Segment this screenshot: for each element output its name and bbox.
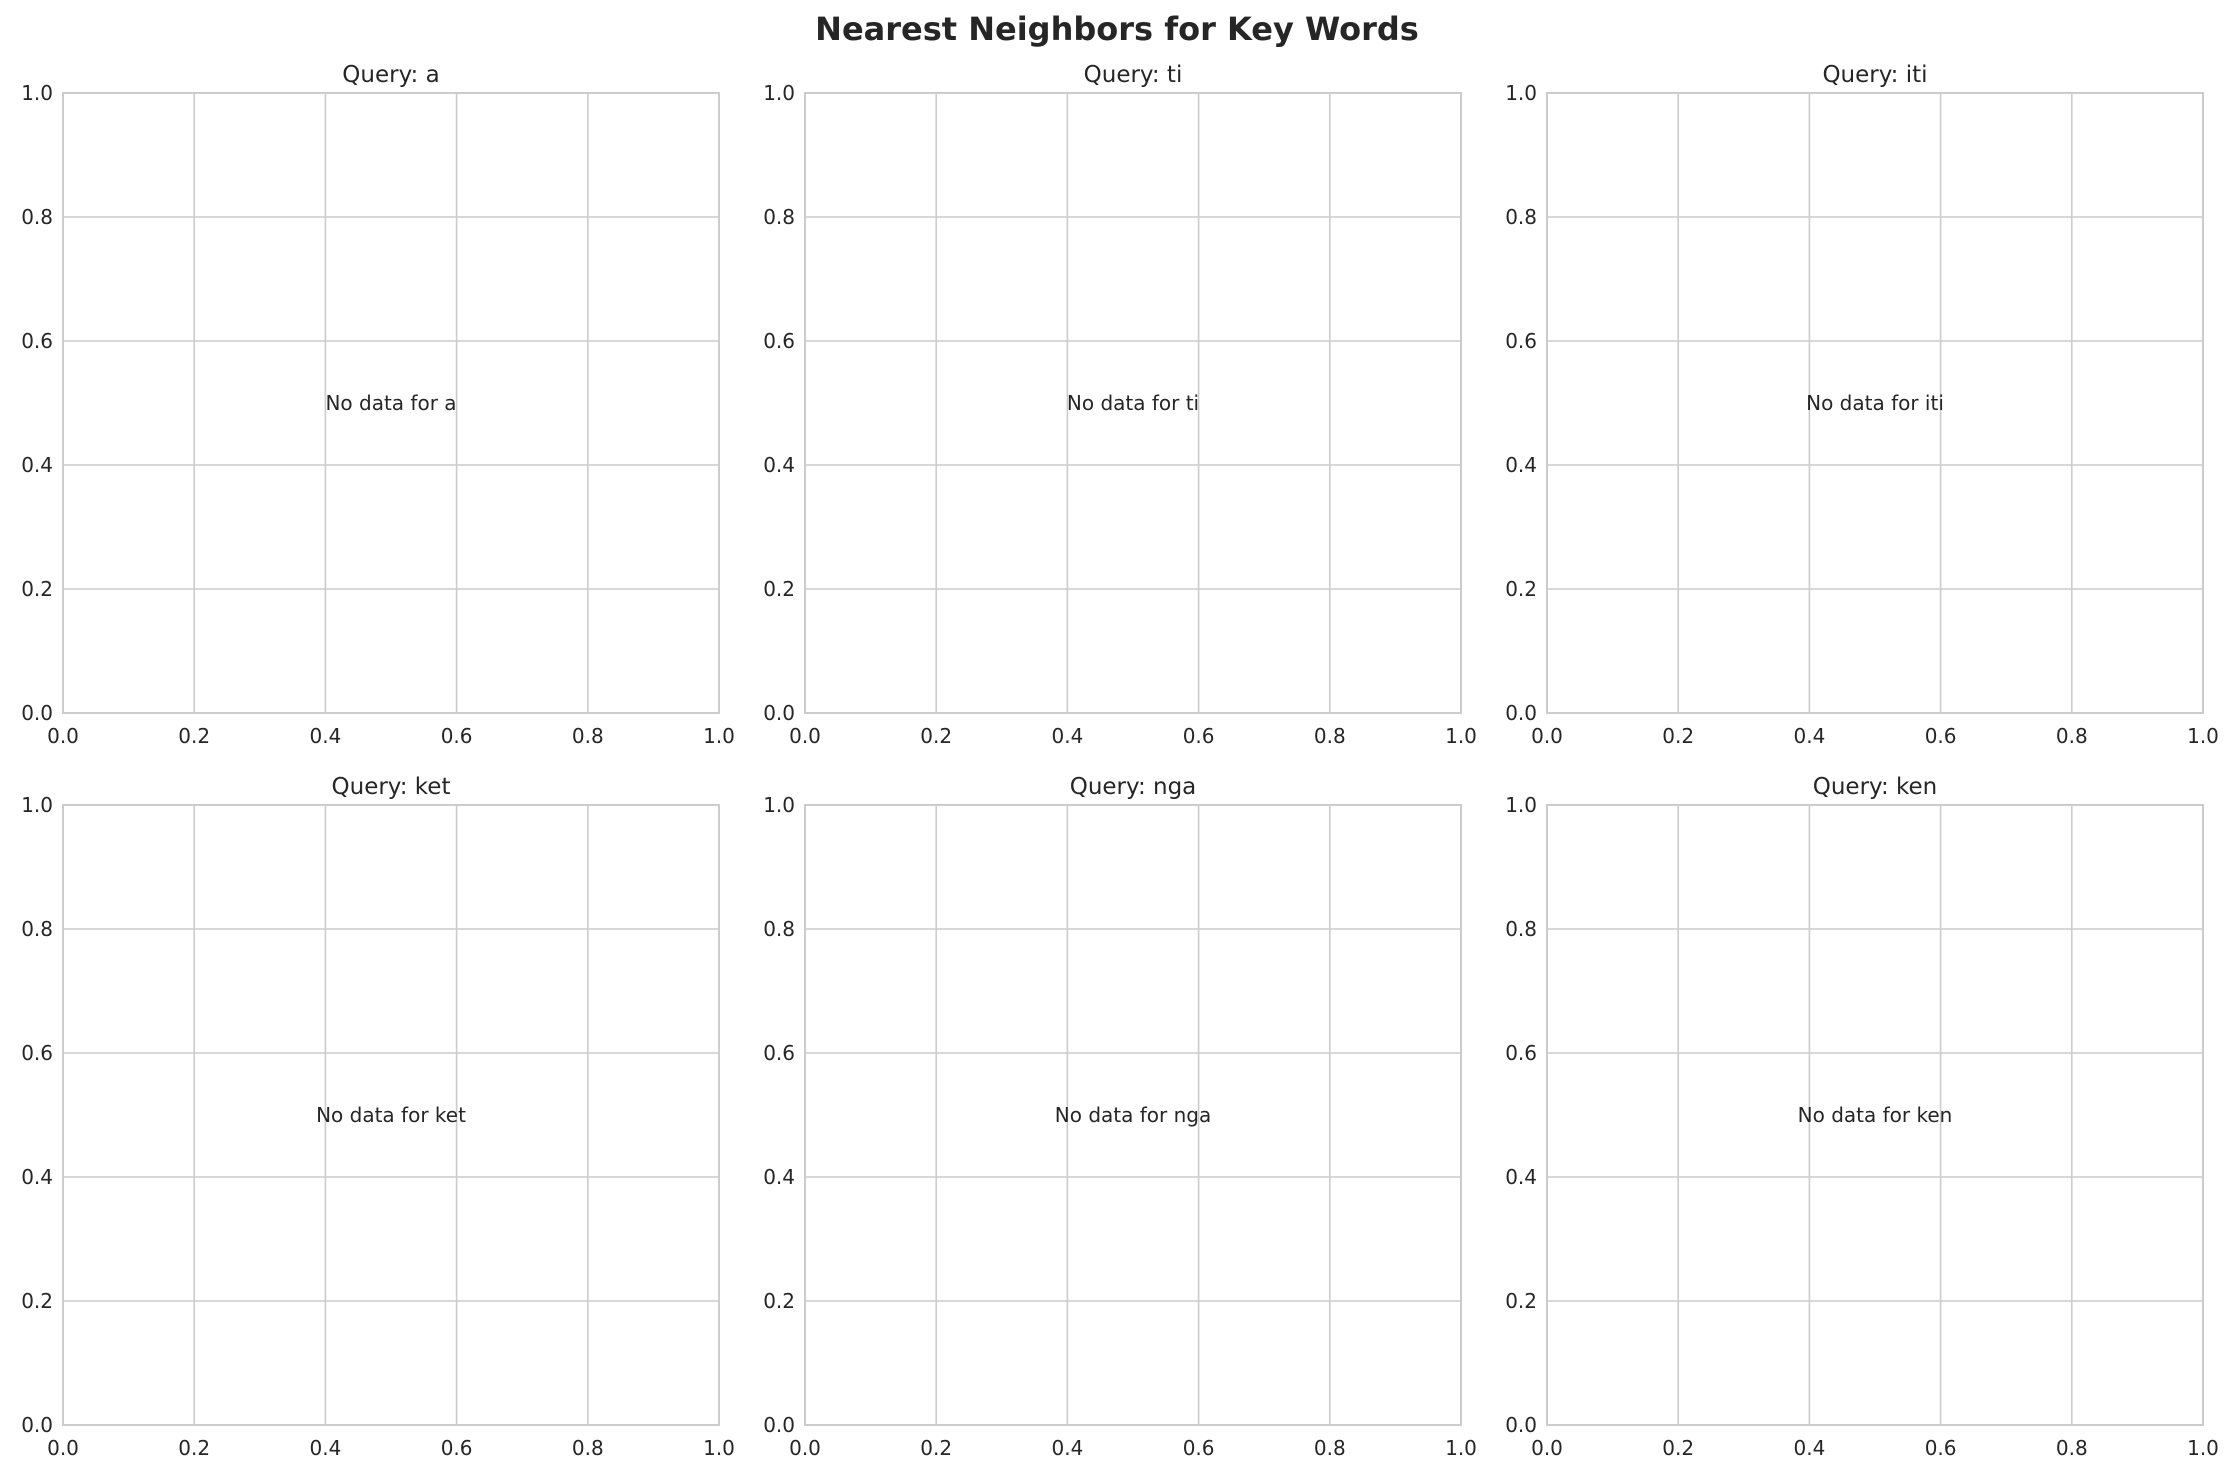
x-tick-label: 0.8 <box>572 724 604 748</box>
y-tick-label: 0.2 <box>763 1289 795 1313</box>
x-tick-label: 0.4 <box>309 1436 341 1460</box>
x-tick-label: 0.0 <box>789 724 821 748</box>
x-tick-label: 0.0 <box>1531 1436 1563 1460</box>
axes-frame <box>62 92 720 714</box>
y-tick-label: 0.8 <box>1505 917 1537 941</box>
x-tick-label: 0.2 <box>178 1436 210 1460</box>
y-tick-label: 0.0 <box>21 701 53 725</box>
y-tick-label: 1.0 <box>763 793 795 817</box>
y-tick-label: 0.2 <box>21 577 53 601</box>
x-tick-label: 0.0 <box>47 1436 79 1460</box>
x-tick-label: 0.8 <box>572 1436 604 1460</box>
no-data-message: No data for iti <box>1806 391 1944 415</box>
x-tick-label: 0.6 <box>1925 724 1957 748</box>
axes-frame <box>804 92 1462 714</box>
subplot-3: 0.0 0.2 0.4 0.6 0.8 1.0 0.0 0.2 0.4 0.6 0.8 1.0 Quer… <box>21 774 735 1460</box>
x-tick-label: 0.6 <box>1183 724 1215 748</box>
axes-frame <box>62 804 720 1426</box>
x-tick-label: 0.8 <box>2056 1436 2088 1460</box>
y-tick-label: 0.0 <box>21 1413 53 1437</box>
y-tick-label: 1.0 <box>21 793 53 817</box>
axes-frame <box>1546 804 2204 1426</box>
subplot-title: Query: nga <box>1070 774 1197 800</box>
x-tick-label: 1.0 <box>703 724 735 748</box>
y-tick-label: 1.0 <box>1505 793 1537 817</box>
subplot-title: Query: ti <box>1084 62 1183 88</box>
x-tick-label: 0.8 <box>1314 724 1346 748</box>
y-tick-label: 0.8 <box>21 917 53 941</box>
y-tick-label: 0.8 <box>1505 205 1537 229</box>
no-data-message: No data for ket <box>316 1103 466 1127</box>
y-tick-label: 1.0 <box>763 81 795 105</box>
x-tick-label: 0.0 <box>789 1436 821 1460</box>
y-tick-label: 0.4 <box>1505 453 1537 477</box>
no-data-message: No data for ken <box>1798 1103 1953 1127</box>
x-tick-label: 0.4 <box>1793 724 1825 748</box>
y-tick-label: 0.8 <box>763 917 795 941</box>
axes-frame <box>804 804 1462 1426</box>
x-tick-label: 0.4 <box>1051 1436 1083 1460</box>
subplot-4: 0.0 0.2 0.4 0.6 0.8 1.0 0.0 0.2 0.4 0.6 0.8 1.0 Quer… <box>763 774 1477 1460</box>
x-tick-label: 1.0 <box>1445 1436 1477 1460</box>
x-tick-label: 0.4 <box>1793 1436 1825 1460</box>
y-tick-label: 0.2 <box>1505 577 1537 601</box>
no-data-message: No data for a <box>325 391 456 415</box>
x-tick-label: 0.0 <box>1531 724 1563 748</box>
x-tick-label: 0.6 <box>441 724 473 748</box>
y-tick-label: 0.6 <box>1505 1041 1537 1065</box>
subplot-title: Query: iti <box>1822 62 1927 88</box>
x-tick-label: 1.0 <box>2187 724 2219 748</box>
y-tick-label: 0.4 <box>21 453 53 477</box>
y-tick-label: 0.2 <box>763 577 795 601</box>
x-tick-label: 0.6 <box>1183 1436 1215 1460</box>
axes-frame <box>1546 92 2204 714</box>
y-tick-label: 0.2 <box>1505 1289 1537 1313</box>
y-tick-label: 0.6 <box>763 1041 795 1065</box>
x-tick-label: 0.8 <box>2056 724 2088 748</box>
y-tick-label: 0.2 <box>21 1289 53 1313</box>
no-data-message: No data for nga <box>1055 1103 1211 1127</box>
x-tick-label: 0.2 <box>1662 724 1694 748</box>
x-tick-label: 1.0 <box>703 1436 735 1460</box>
y-tick-label: 0.4 <box>763 1165 795 1189</box>
subplot-1: 0.0 0.2 0.4 0.6 0.8 1.0 0.0 0.2 0.4 0.6 0.8 1.0 Quer… <box>763 62 1477 748</box>
y-tick-label: 0.0 <box>1505 701 1537 725</box>
x-tick-label: 1.0 <box>2187 1436 2219 1460</box>
y-tick-label: 0.0 <box>763 701 795 725</box>
y-tick-label: 0.6 <box>21 1041 53 1065</box>
y-tick-label: 0.4 <box>1505 1165 1537 1189</box>
y-tick-label: 0.0 <box>763 1413 795 1437</box>
x-tick-label: 0.8 <box>1314 1436 1346 1460</box>
subplot-5: 0.0 0.2 0.4 0.6 0.8 1.0 0.0 0.2 0.4 0.6 0.8 1.0 Quer… <box>1505 774 2219 1460</box>
subplot-title: Query: a <box>342 62 439 88</box>
y-tick-label: 0.6 <box>763 329 795 353</box>
x-tick-label: 1.0 <box>1445 724 1477 748</box>
x-tick-label: 0.6 <box>1925 1436 1957 1460</box>
x-tick-label: 0.0 <box>47 724 79 748</box>
y-tick-label: 0.6 <box>1505 329 1537 353</box>
x-tick-label: 0.6 <box>441 1436 473 1460</box>
y-tick-label: 0.6 <box>21 329 53 353</box>
x-tick-label: 0.2 <box>178 724 210 748</box>
subplot-0: 0.0 0.2 0.4 0.6 0.8 1.0 0.0 0.2 0.4 0.6 0.8 1.0 Quer… <box>21 62 735 748</box>
x-tick-label: 0.4 <box>1051 724 1083 748</box>
no-data-message: No data for ti <box>1067 391 1199 415</box>
y-tick-label: 0.4 <box>763 453 795 477</box>
y-tick-label: 0.0 <box>1505 1413 1537 1437</box>
x-tick-label: 0.2 <box>1662 1436 1694 1460</box>
figure-title: Nearest Neighbors for Key Words <box>815 10 1419 48</box>
x-tick-label: 0.2 <box>920 724 952 748</box>
y-tick-label: 0.8 <box>21 205 53 229</box>
y-tick-label: 0.4 <box>21 1165 53 1189</box>
x-tick-label: 0.2 <box>920 1436 952 1460</box>
y-tick-label: 1.0 <box>1505 81 1537 105</box>
y-tick-label: 0.8 <box>763 205 795 229</box>
subplot-title: Query: ket <box>332 774 451 800</box>
subplot-2: 0.0 0.2 0.4 0.6 0.8 1.0 0.0 0.2 0.4 0.6 0.8 1.0 Quer… <box>1505 62 2219 748</box>
y-tick-label: 1.0 <box>21 81 53 105</box>
x-tick-label: 0.4 <box>309 724 341 748</box>
subplot-title: Query: ken <box>1813 774 1938 800</box>
